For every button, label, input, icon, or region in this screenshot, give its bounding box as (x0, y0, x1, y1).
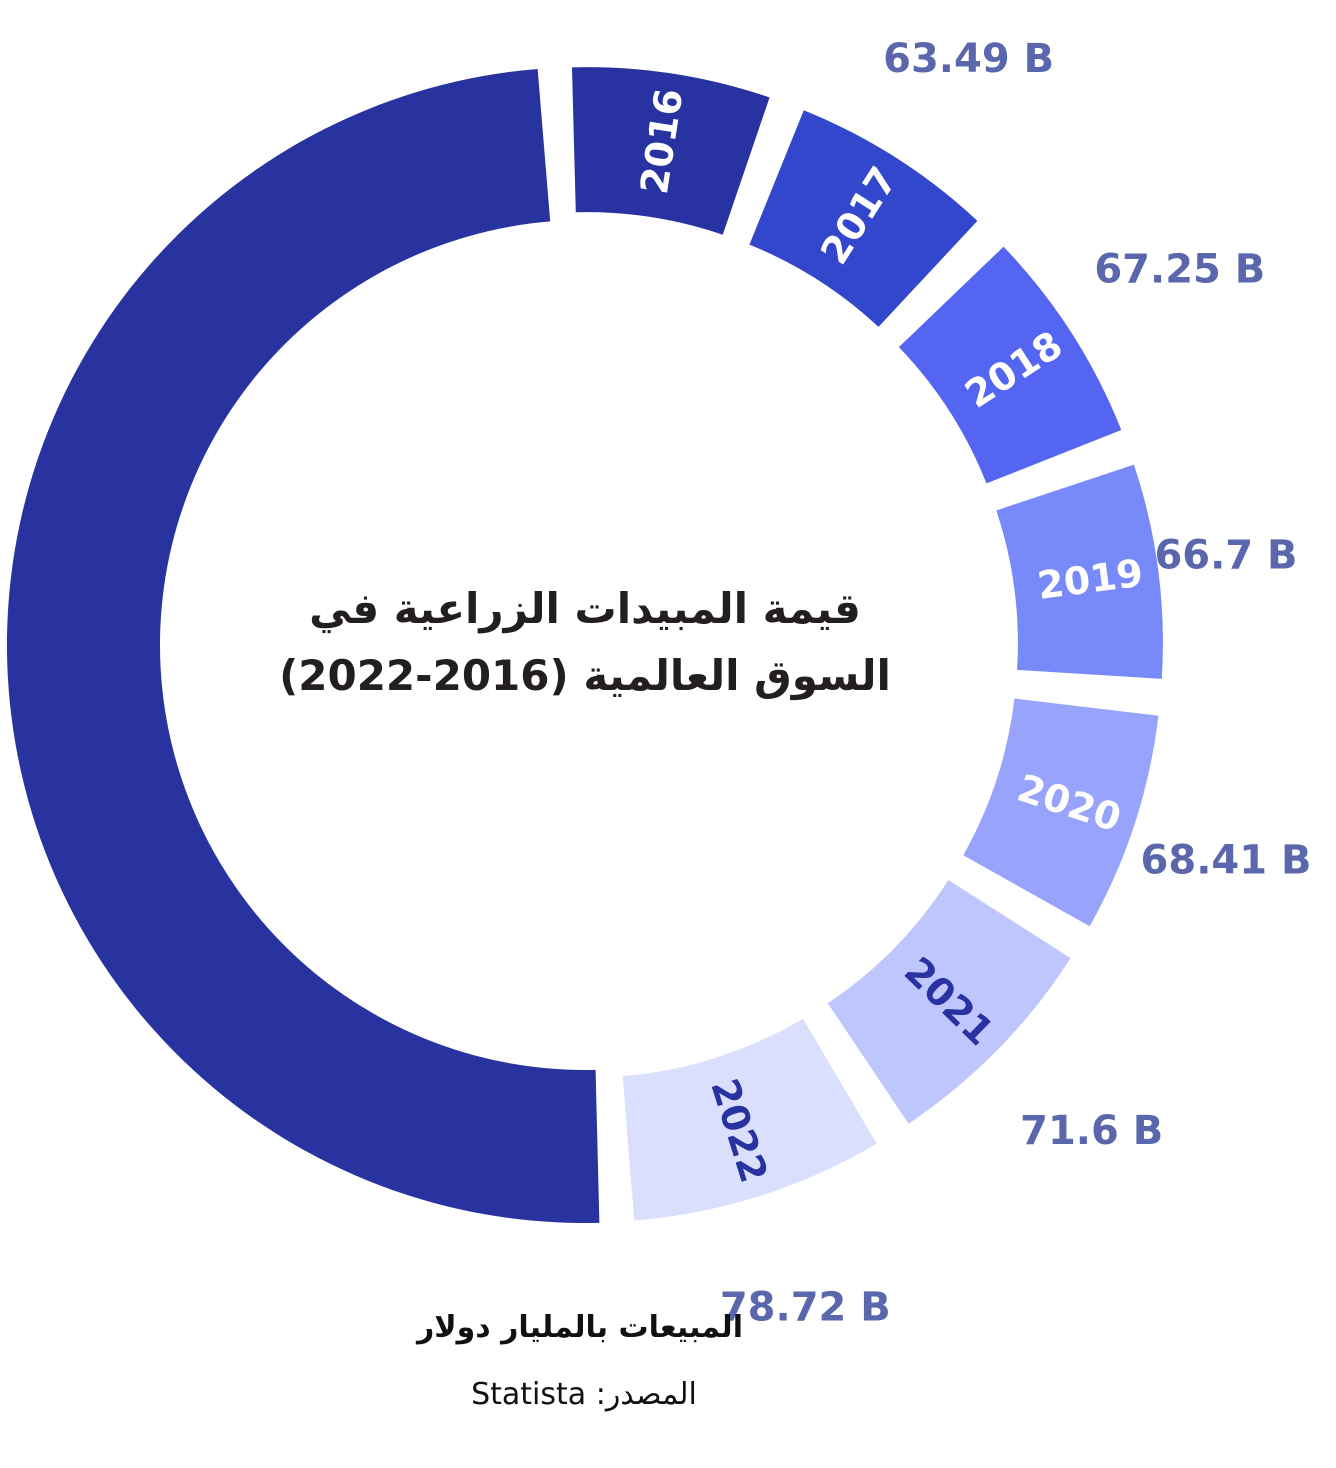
donut-segment-2016 (571, 67, 770, 235)
donut-segment-2017 (749, 110, 978, 327)
donut-remainder-arc (6, 68, 600, 1224)
donut-ring (6, 67, 1163, 1224)
chart-title-line-1: قيمة المبيدات الزراعية في (309, 584, 861, 634)
donut-segment-2019 (996, 464, 1163, 679)
value-label-2021: 71.6 B (1020, 1108, 1163, 1154)
value-label-2019: 66.7 B (1154, 532, 1297, 578)
donut-segment-2022 (622, 1018, 877, 1221)
donut-segment-2018 (898, 246, 1122, 484)
value-label-2022: 78.72 B (720, 1284, 891, 1330)
value-label-2018: 67.25 B (1094, 246, 1265, 292)
donut-segment-2020 (963, 698, 1159, 927)
value-label-2020: 68.41 B (1141, 838, 1312, 884)
chart-title-line-2: السوق العالمية (2016-2022) (279, 651, 891, 701)
source-caption: المصدر: Statista (471, 1377, 697, 1412)
unit-caption: المبيعات بالمليار دولار (415, 1310, 743, 1345)
donut-segment-2021 (827, 880, 1071, 1124)
value-label-2017: 63.49 B (883, 36, 1054, 82)
